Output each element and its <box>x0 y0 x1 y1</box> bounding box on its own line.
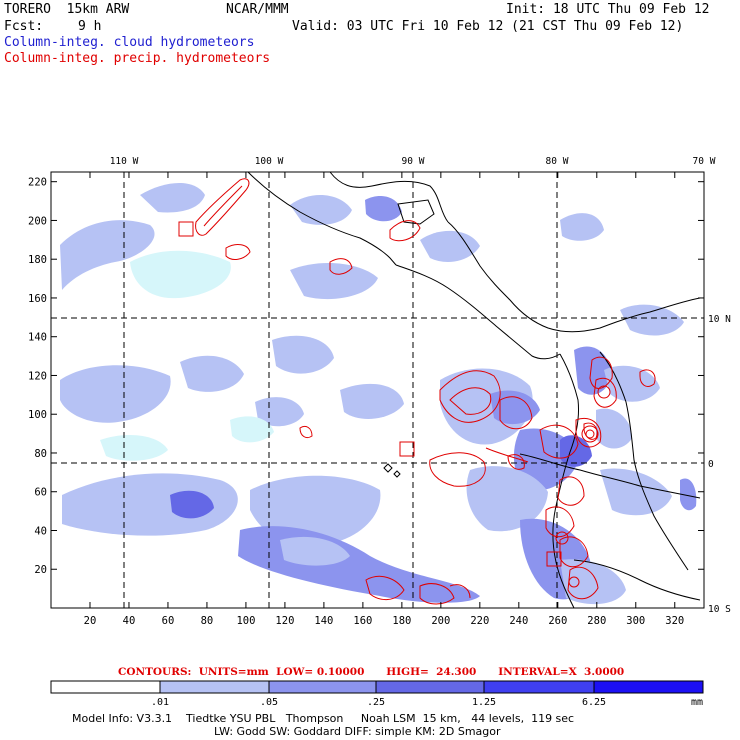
x-tick-label: 240 <box>509 615 528 627</box>
lat-label: 10 N <box>708 314 731 325</box>
x-tick-label: 280 <box>587 615 606 627</box>
andes-border <box>599 351 689 571</box>
colorbar-level-label: 1.25 <box>472 697 496 708</box>
x-tick-label: 260 <box>548 615 567 627</box>
x-tick-label: 180 <box>392 615 411 627</box>
y-tick-label: 160 <box>28 293 47 305</box>
lon-label: 100 W <box>255 156 284 167</box>
y-tick-label: 180 <box>28 254 47 266</box>
colorbar-bin <box>375 680 485 694</box>
x-tick-label: 100 <box>236 615 255 627</box>
x-tick-label: 160 <box>353 615 372 627</box>
init-time: Init: 18 UTC Thu 09 Feb 12 <box>506 2 710 17</box>
precip-contours <box>178 178 656 605</box>
organization: NCAR/MMM <box>226 2 289 17</box>
x-tick-label: 320 <box>665 615 684 627</box>
gulf-coast <box>329 171 449 223</box>
forecast-label: Fcst: <box>4 19 44 34</box>
mexico-coast <box>247 171 397 266</box>
x-tick-label: 120 <box>275 615 294 627</box>
lat-label: 0 <box>708 459 714 470</box>
lon-label: 90 W <box>402 156 425 167</box>
colorbar-level-label: 6.25 <box>582 697 606 708</box>
contour-info: CONTOURS: UNITS=mm LOW= 0.10000 HIGH= 24… <box>118 666 625 678</box>
yucatan-outline <box>397 199 435 225</box>
y-tick-label: 220 <box>28 177 47 189</box>
x-axis-ticks: 20 40 60 80 100 120 140 160 180 200 220 240 260 280 30… <box>84 172 684 627</box>
x-tick-label: 60 <box>162 615 175 627</box>
plot-frame <box>50 171 705 609</box>
colorbar-level-label: .25 <box>367 697 385 708</box>
colorbar-bin <box>268 680 377 694</box>
lon-label: 110 W <box>110 156 139 167</box>
central-america-coast <box>395 264 561 360</box>
y-tick-label: 100 <box>28 409 47 421</box>
colorbar-level-label: .01 <box>151 697 169 708</box>
high-marker-2 <box>399 441 415 457</box>
y-tick-label: 20 <box>34 564 47 576</box>
model-title: TORERO 15km ARW <box>4 2 130 17</box>
lon-label: 70 W <box>693 156 716 167</box>
model-info-line2: LW: Godd SW: Goddard DIFF: simple KM: 2D… <box>214 725 501 738</box>
coastlines <box>247 171 701 609</box>
colorbar-bin <box>483 680 595 694</box>
latitude-labels: 10 N 0 10 S <box>708 314 731 615</box>
y-tick-label: 80 <box>34 448 47 460</box>
x-tick-label: 220 <box>470 615 489 627</box>
y-tick-label: 140 <box>28 332 47 344</box>
forecast-hour: 9 h <box>78 19 102 34</box>
y-tick-label: 60 <box>34 487 47 499</box>
border-line-2 <box>573 559 701 601</box>
x-tick-label: 300 <box>626 615 645 627</box>
lat-label: 10 S <box>708 604 731 615</box>
colorbar-unit: mm <box>691 697 703 708</box>
high-marker-1 <box>178 221 194 237</box>
lon-label: 80 W <box>546 156 569 167</box>
valid-time: Valid: 03 UTC Fri 10 Feb 12 (21 CST Thu … <box>292 19 684 34</box>
x-tick-label: 140 <box>314 615 333 627</box>
colorbar-bin <box>159 680 270 694</box>
colorbar-bin-below <box>50 680 161 694</box>
colorbar: .01 .05 .25 1.25 6.25 mm <box>50 680 704 708</box>
x-tick-label: 20 <box>84 615 97 627</box>
y-tick-label: 200 <box>28 215 47 227</box>
longitude-labels: 110 W 100 W 90 W 80 W 70 W <box>110 156 716 167</box>
y-tick-label: 40 <box>34 525 47 537</box>
cloud-hydrometeor-fill <box>60 182 697 605</box>
galapagos <box>383 463 401 478</box>
border-line-1 <box>519 453 701 499</box>
precip-field-title: Column-integ. precip. hydrometeors <box>4 51 271 66</box>
x-tick-label: 80 <box>201 615 214 627</box>
x-tick-label: 40 <box>123 615 136 627</box>
model-info-line1: Model Info: V3.3.1 Tiedtke YSU PBL Thomp… <box>72 712 575 725</box>
y-tick-label: 120 <box>28 370 47 382</box>
colorbar-level-label: .05 <box>260 697 278 708</box>
colorbar-bin <box>593 680 704 694</box>
cloud-field-title: Column-integ. cloud hydrometeors <box>4 35 255 50</box>
y-axis-ticks: 20 40 60 80 100 120 140 160 180 200 220 <box>28 177 704 576</box>
caribbean-coast <box>447 221 701 333</box>
x-tick-label: 200 <box>431 615 450 627</box>
high-marker-3 <box>546 551 562 567</box>
